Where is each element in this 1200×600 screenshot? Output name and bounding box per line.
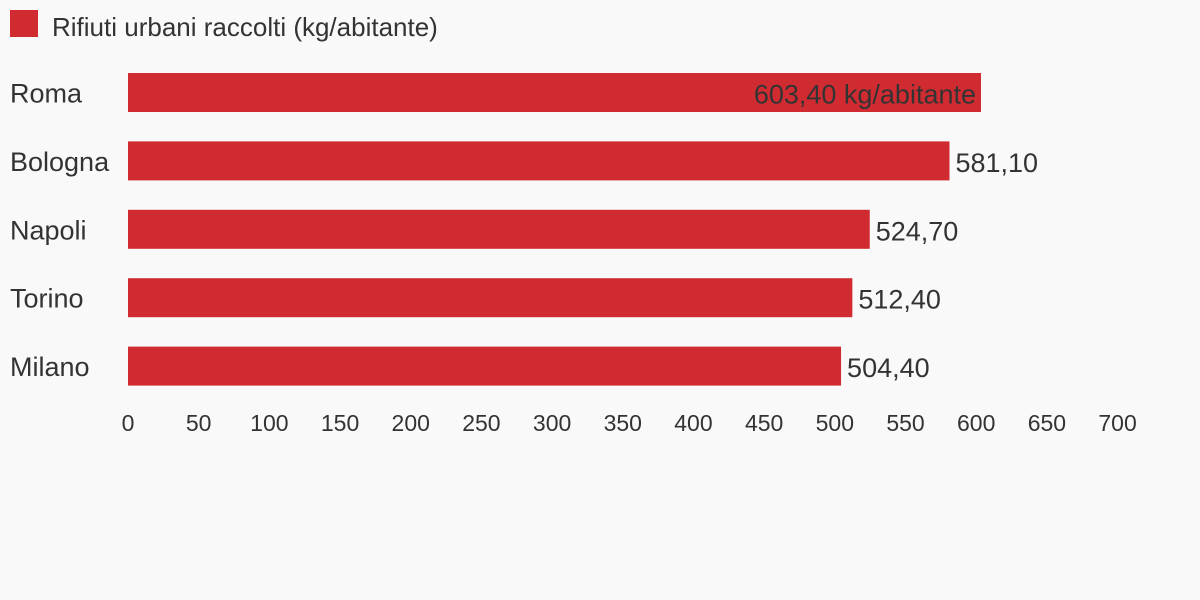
value-label: 512,40 xyxy=(858,285,941,315)
x-tick-label: 150 xyxy=(321,410,359,436)
x-tick-label: 450 xyxy=(745,410,783,436)
x-tick-label: 100 xyxy=(250,410,288,436)
x-tick-label: 300 xyxy=(533,410,571,436)
x-tick-label: 400 xyxy=(674,410,712,436)
category-label: Roma xyxy=(10,79,83,109)
x-tick-label: 250 xyxy=(462,410,500,436)
x-tick-label: 650 xyxy=(1028,410,1066,436)
value-label: 524,70 xyxy=(876,216,959,246)
legend: Rifiuti urbani raccolti (kg/abitante) xyxy=(10,10,438,42)
category-label: Milano xyxy=(10,352,90,382)
category-label: Napoli xyxy=(10,215,87,245)
bar xyxy=(128,278,853,318)
value-label: 603,40 kg/abitante xyxy=(754,80,976,110)
category-label: Bologna xyxy=(10,147,110,177)
legend-swatch xyxy=(10,10,38,37)
value-label: 504,40 xyxy=(847,353,930,383)
x-tick-label: 350 xyxy=(604,410,642,436)
category-label: Torino xyxy=(10,284,84,314)
legend-label: Rifiuti urbani raccolti (kg/abitante) xyxy=(52,12,438,42)
plot-area: Roma 603,40 kg/abitante Bologna 581,10 Napol… xyxy=(10,73,1137,436)
bar xyxy=(128,346,842,386)
x-tick-label: 700 xyxy=(1098,410,1136,436)
bar xyxy=(128,209,870,249)
x-tick-label: 50 xyxy=(186,410,212,436)
x-tick-label: 200 xyxy=(392,410,430,436)
x-tick-label: 550 xyxy=(886,410,924,436)
value-label: 581,10 xyxy=(955,148,1038,178)
x-tick-label: 0 xyxy=(122,410,135,436)
x-tick-label: 600 xyxy=(957,410,995,436)
bar xyxy=(128,73,981,112)
bar xyxy=(128,141,950,181)
x-tick-label: 500 xyxy=(816,410,854,436)
